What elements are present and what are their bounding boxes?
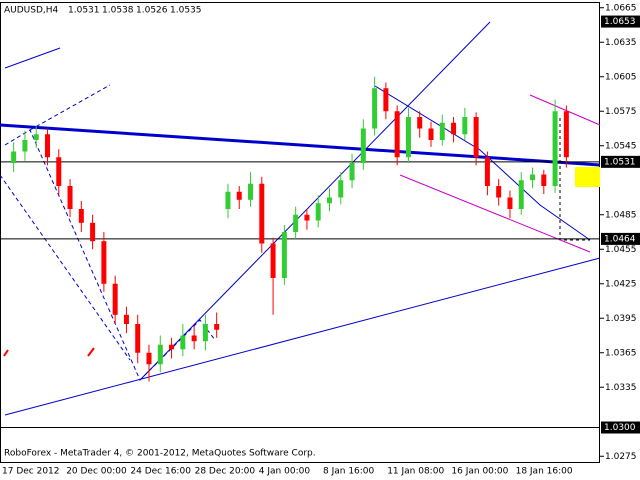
check-mark xyxy=(3,347,95,357)
header-quote: 1.0531 xyxy=(68,6,100,16)
candle-body xyxy=(315,203,321,221)
trend-line xyxy=(139,21,491,381)
candle-body xyxy=(383,88,389,112)
level-label: 1.0300 xyxy=(604,423,636,433)
x-tick-label: 20 Dec 00:00 xyxy=(66,467,127,477)
x-tick-label: 8 Jan 16:00 xyxy=(323,467,375,477)
candle-body xyxy=(67,186,73,209)
candle-body xyxy=(293,214,299,232)
candle-body xyxy=(22,140,28,152)
level-label-bg xyxy=(601,15,640,28)
target-zone xyxy=(575,167,600,187)
candle-body xyxy=(281,232,287,278)
candle-body xyxy=(417,117,423,129)
x-tick-label: 17 Dec 2012 xyxy=(2,467,60,477)
candle-body xyxy=(439,122,445,140)
candle-body xyxy=(112,283,118,315)
header-symbol: AUDUSD,H4 xyxy=(4,6,59,16)
analysis-lines xyxy=(0,21,601,416)
x-tick-label: 16 Jan 00:00 xyxy=(451,467,508,477)
channel-line xyxy=(0,174,131,361)
candle-body xyxy=(157,344,163,365)
candle-body xyxy=(304,214,310,221)
x-tick-label: 24 Dec 16:00 xyxy=(130,467,191,477)
candle-body xyxy=(146,352,152,365)
candle-body xyxy=(338,180,344,198)
candle-body xyxy=(225,191,231,209)
candle-body xyxy=(462,117,468,135)
candle-body xyxy=(405,117,411,158)
candle-body xyxy=(552,111,558,186)
header-quote: 1.0535 xyxy=(170,6,202,16)
candle-body xyxy=(326,197,332,204)
candle-body xyxy=(78,209,84,223)
channel-line xyxy=(529,94,601,126)
trend-line xyxy=(0,123,601,167)
candle-body xyxy=(180,335,186,350)
trend-line xyxy=(4,257,601,416)
y-tick-label: 1.0605 xyxy=(605,72,637,82)
candle-body xyxy=(236,191,242,200)
x-tick-label: 28 Dec 20:00 xyxy=(195,467,256,477)
candle-body xyxy=(135,324,141,353)
candle-body xyxy=(169,344,175,350)
candle-body xyxy=(496,186,502,198)
level-label-bg xyxy=(601,232,640,245)
candle-body xyxy=(90,222,96,242)
candle-body xyxy=(563,111,569,158)
candle-body xyxy=(11,151,17,163)
y-tick-label: 1.0455 xyxy=(605,245,637,255)
y-tick-label: 1.0395 xyxy=(605,314,637,324)
level-label: 1.0464 xyxy=(604,234,636,244)
candle-body xyxy=(428,128,434,140)
candle-body xyxy=(394,111,400,158)
candle-body xyxy=(530,174,536,181)
channel-line xyxy=(29,84,111,131)
candle-body xyxy=(191,335,197,342)
candle-body xyxy=(270,243,276,278)
y-tick-label: 1.0575 xyxy=(605,107,637,117)
candle-body xyxy=(518,180,524,209)
candle-body xyxy=(248,183,254,200)
y-tick-label: 1.0275 xyxy=(605,452,637,462)
candle-body xyxy=(44,134,50,158)
candle-body xyxy=(541,174,547,186)
y-tick-label: 1.0545 xyxy=(605,141,637,151)
x-tick-label: 18 Jan 16:00 xyxy=(516,467,573,477)
y-tick-label: 1.0665 xyxy=(605,3,637,13)
candle-body xyxy=(507,197,513,209)
y-tick-label: 1.0365 xyxy=(605,348,637,358)
x-tick-label: 11 Jan 08:00 xyxy=(387,467,444,477)
plot-frame xyxy=(0,2,600,463)
candle-body xyxy=(484,157,490,186)
candle-body xyxy=(259,183,265,244)
wave-line xyxy=(374,85,591,241)
trend-line xyxy=(4,47,61,69)
y-tick-label: 1.0425 xyxy=(605,279,637,289)
candle-body xyxy=(214,324,220,330)
header-quote: 1.0526 xyxy=(136,6,168,16)
level-label: 1.0531 xyxy=(604,157,636,167)
header-quote: 1.0538 xyxy=(102,6,134,16)
y-tick-label: 1.0335 xyxy=(605,383,637,393)
candle-body xyxy=(101,241,107,284)
candle-body xyxy=(123,314,129,324)
candle-body xyxy=(33,134,39,140)
y-tick-label: 1.0485 xyxy=(605,210,637,220)
x-tick-label: 4 Jan 00:00 xyxy=(259,467,311,477)
footer: RoboForex - MetaTrader 4, © 2001-2012, M… xyxy=(4,449,316,459)
candle-body xyxy=(372,88,378,129)
candle-body xyxy=(56,157,62,186)
level-label: 1.0653 xyxy=(604,17,636,27)
candle-body xyxy=(451,122,457,135)
y-tick-label: 1.0635 xyxy=(605,38,637,48)
candle-body xyxy=(360,128,366,163)
candle-body xyxy=(202,324,208,342)
candle-body xyxy=(349,163,355,181)
level-label-bg xyxy=(601,155,640,168)
level-label-bg xyxy=(601,421,640,434)
candle-body xyxy=(473,117,479,158)
